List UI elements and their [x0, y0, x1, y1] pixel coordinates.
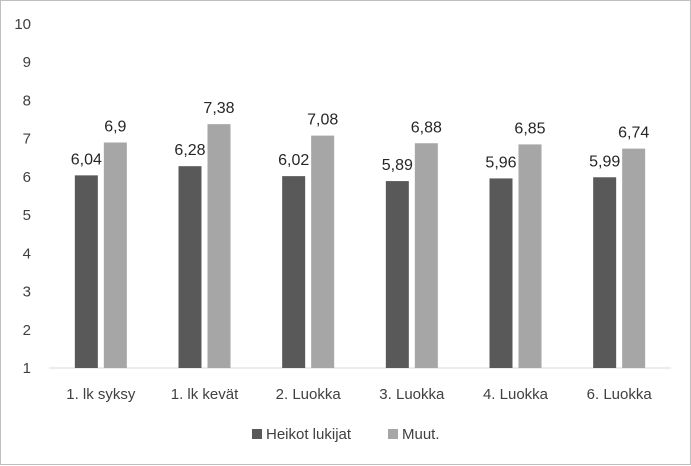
- y-tick-label-1: 1: [23, 360, 31, 377]
- data-labels: 6,046,9 6,28 7,38 6,02 7,08 5,89 6,88 5,96 6,85 5…: [71, 100, 650, 174]
- y-tick-label-10: 10: [14, 16, 31, 33]
- bar-series0-5: [593, 177, 617, 368]
- y-tick-label-8: 8: [23, 92, 31, 109]
- data-label-series1-5: 6,74: [618, 125, 649, 142]
- bar-series0-3: [385, 181, 409, 368]
- data-label-series1-2: 7,08: [307, 112, 338, 129]
- y-tick-label-2: 2: [23, 322, 31, 339]
- data-label-series1-3: 6,88: [411, 119, 442, 136]
- data-label-series0-4: 5,96: [485, 154, 516, 171]
- data-label-series0-3: 5,89: [382, 157, 413, 174]
- bar-series1-3: [414, 143, 438, 368]
- y-tick-label-5: 5: [23, 207, 31, 224]
- bar-series1-2: [311, 135, 335, 368]
- x-tick-label-1: 1. lk kevät: [171, 386, 239, 403]
- x-tick-label-5: 6. Luokka: [587, 386, 653, 403]
- data-label-series0-2: 6,02: [278, 152, 309, 169]
- legend-swatch-1: [388, 429, 398, 439]
- legend-swatch-0: [252, 429, 262, 439]
- bar-series0-2: [282, 176, 306, 368]
- x-tick-label-4: 4. Luokka: [483, 386, 549, 403]
- data-label-series0-0: 6,04: [71, 151, 102, 168]
- bar-series1-1: [207, 124, 231, 369]
- data-label-series1-0: 6,9: [104, 118, 126, 135]
- bar-series0-1: [178, 166, 202, 368]
- x-axis: 1. lk syksy 1. lk kevät 2. Luokka 3. Luokka…: [49, 367, 671, 403]
- x-tick-label-0: 1. lk syksy: [66, 386, 136, 403]
- y-axis: 1 2 3 4 5 6 7 8 9 10: [14, 16, 31, 377]
- y-tick-label-4: 4: [23, 245, 31, 262]
- x-tick-label-2: 2. Luokka: [276, 386, 342, 403]
- bars: [74, 124, 646, 369]
- bar-series0-0: [74, 175, 98, 368]
- data-label-series0-5: 5,99: [589, 153, 620, 170]
- y-tick-label-7: 7: [23, 131, 31, 148]
- y-tick-label-9: 9: [23, 54, 31, 71]
- x-tick-label-3: 3. Luokka: [379, 386, 445, 403]
- y-tick-label-3: 3: [23, 284, 31, 301]
- bar-series0-4: [489, 178, 513, 368]
- data-label-series1-4: 6,85: [514, 120, 545, 137]
- legend-label-0: Heikot lukijat: [266, 426, 352, 443]
- legend-label-1: Muut.: [402, 426, 440, 443]
- bar-series1-0: [103, 142, 127, 368]
- y-tick-label-6: 6: [23, 169, 31, 186]
- bar-series1-4: [518, 144, 542, 368]
- legend: Heikot lukijat Muut.: [252, 426, 440, 443]
- bar-series1-5: [622, 148, 646, 368]
- data-label-series1-1: 7,38: [203, 100, 234, 117]
- data-label-series0-1: 6,28: [174, 142, 205, 159]
